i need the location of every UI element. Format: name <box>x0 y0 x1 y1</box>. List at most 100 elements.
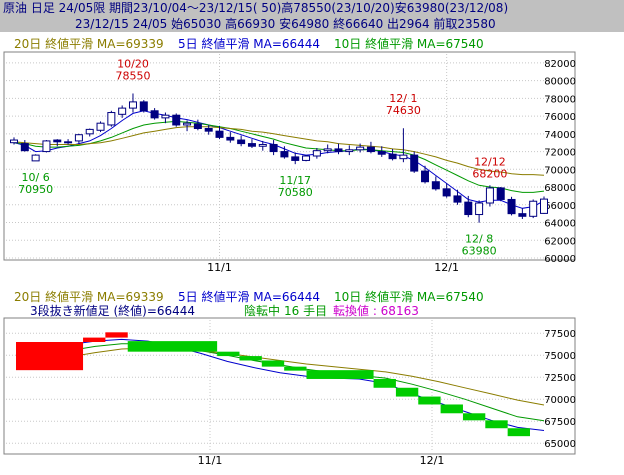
count-label: 16 手目 <box>284 304 327 318</box>
annotation-price: 68200 <box>472 167 507 180</box>
candle-body-up <box>183 122 192 126</box>
candle-body-up <box>118 107 127 115</box>
block-down <box>306 370 374 379</box>
block-down <box>127 341 218 352</box>
candle-body-down <box>410 154 419 172</box>
block-down <box>373 378 396 388</box>
candle-body-up <box>258 143 267 147</box>
candlesticks <box>10 93 548 223</box>
top-ma5-line <box>13 110 545 209</box>
bottom-y-tick-label: 77500 <box>544 329 576 340</box>
top-legend-ma5: 5日 終値平滑 MA=66444 <box>178 36 320 51</box>
block-up <box>83 337 106 342</box>
candle-body-up <box>399 154 408 160</box>
bottom-legend-ma5: 5日 終値平滑 MA=66444 <box>178 289 320 304</box>
annotation-price: 74630 <box>386 104 421 117</box>
top-ma-lines <box>13 110 545 209</box>
candle-body-down <box>464 201 473 216</box>
candle-body-up <box>161 114 170 119</box>
candle-body-up <box>356 146 365 151</box>
candle-body-up <box>74 134 83 142</box>
candle-body-up <box>96 122 105 131</box>
top-y-tick-label: 64000 <box>544 219 576 230</box>
candle-body-down <box>269 143 278 153</box>
candle-body-up <box>485 187 494 204</box>
block-down <box>440 404 463 414</box>
candle-body-down <box>247 143 256 147</box>
candle-body-down <box>226 136 235 141</box>
bottom-y-tick-label: 72500 <box>544 373 576 384</box>
candle-body-down <box>334 148 343 153</box>
annotation-date: 10/20 <box>117 57 149 70</box>
annotation-date: 12/ 1 <box>389 92 417 105</box>
block-down <box>507 428 530 437</box>
block-down <box>462 413 486 421</box>
candle-body-down <box>518 213 527 217</box>
candle-body-down <box>150 110 159 119</box>
header-line-2: 23/12/15 24/05 始65030 高66930 安64980 終666… <box>75 16 496 31</box>
bottom-x-tick-label: 12/1 <box>420 454 445 467</box>
bottom-y-tick-label: 67500 <box>544 417 576 428</box>
candle-body-down <box>53 139 62 143</box>
candle-body-up <box>31 154 40 162</box>
candle-body-up <box>540 198 548 214</box>
candle-body-up <box>312 150 321 157</box>
candle-body-down <box>366 146 375 153</box>
annotation-date: 11/17 <box>279 174 311 187</box>
top-x-tick-label: 12/1 <box>434 261 459 274</box>
bottom-y-tick-label: 70000 <box>544 395 576 406</box>
candle-body-up <box>85 128 94 135</box>
bottom-y-tick-label: 65000 <box>544 439 576 450</box>
top-legend-ma20: 20日 終値平滑 MA=69339 <box>14 36 164 51</box>
candle-body-down <box>204 128 213 132</box>
bottom-x-axis: 11/1 12/1 <box>198 454 445 467</box>
block-down <box>284 366 307 371</box>
top-x-axis: 11/1 12/1 <box>207 261 459 274</box>
block-up <box>105 332 128 338</box>
candle-body-up <box>64 141 73 144</box>
bottom-legend-ma20: 20日 終値平滑 MA=69339 <box>14 289 164 304</box>
candle-body-down <box>453 195 462 203</box>
top-ma20-line <box>13 126 545 176</box>
candle-body-up <box>128 101 137 109</box>
top-panel-frame <box>3 51 576 261</box>
annotation-price: 63980 <box>462 245 497 258</box>
block-down <box>395 387 419 397</box>
bottom-y-tick-label: 75000 <box>544 351 576 362</box>
candle-body-up <box>323 148 332 152</box>
candle-body-down <box>496 187 505 200</box>
header-bar-1 <box>0 0 624 16</box>
block-down <box>418 396 441 405</box>
bottom-subtitle: 3段抜き新値足 (終値)=66444 <box>30 303 195 318</box>
top-y-tick-label: 72000 <box>544 148 576 159</box>
annotation-price: 70580 <box>278 186 313 199</box>
top-y-tick-label: 66000 <box>544 201 576 212</box>
block-down <box>217 351 240 357</box>
top-y-axis: 60000 62000 64000 66000 68000 70000 72000 74000… <box>544 59 576 265</box>
candle-body-down <box>377 151 386 155</box>
top-y-tick-label: 70000 <box>544 165 576 176</box>
candle-body-down <box>280 151 289 158</box>
top-y-tick-label: 74000 <box>544 130 576 141</box>
candle-body-up <box>107 112 116 126</box>
candle-body-up <box>42 140 51 153</box>
candle-body-down <box>237 139 246 145</box>
candle-body-down <box>421 170 430 183</box>
header-line-1: 原油 日足 24/05限 期間23/10/04～23/12/15( 50)高78… <box>3 0 508 15</box>
candle-body-down <box>193 123 202 130</box>
annotation-date: 10/ 6 <box>22 171 50 184</box>
candle-body-down <box>507 198 516 215</box>
block-down <box>239 356 262 361</box>
bottom-y-axis: 65000 67500 70000 72500 75000 77500 <box>544 329 576 450</box>
three-line-break-blocks <box>16 332 530 437</box>
candle-body-down <box>431 181 440 190</box>
bottom-x-tick-label: 11/1 <box>198 454 223 467</box>
annotation-price: 78550 <box>115 69 150 82</box>
candle-body-down <box>442 188 451 197</box>
annotation-price: 70950 <box>18 183 53 196</box>
top-y-tick-label: 82000 <box>544 59 576 70</box>
candle-body-up <box>475 202 484 216</box>
candle-body-up <box>10 139 18 144</box>
